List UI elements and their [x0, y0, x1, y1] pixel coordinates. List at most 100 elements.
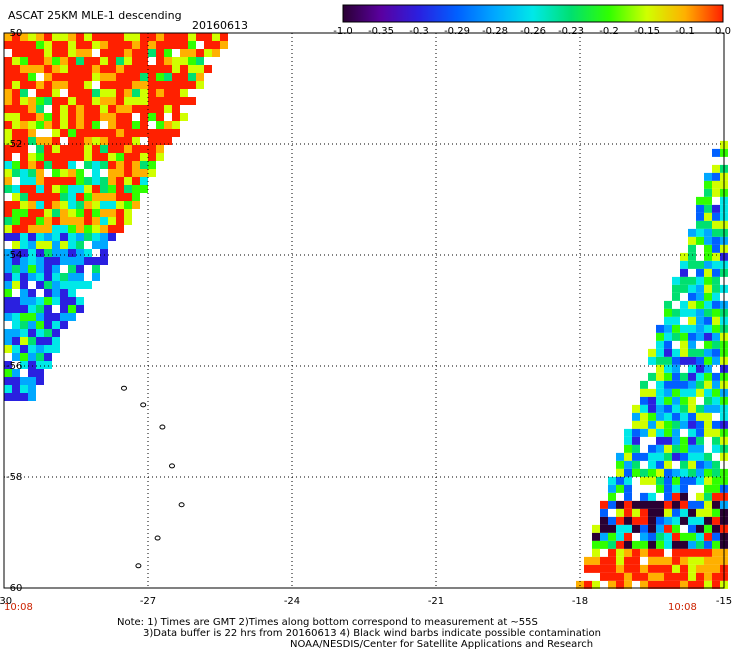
west-swath-cell	[4, 161, 12, 169]
west-swath-cell	[44, 41, 52, 49]
west-swath-cell	[164, 105, 172, 113]
east-swath-cell	[704, 540, 712, 549]
east-swath-cell	[624, 532, 632, 541]
east-swath-cell	[608, 532, 616, 541]
west-swath-cell	[84, 185, 92, 193]
west-swath-cell	[68, 153, 76, 161]
east-swath-cell	[664, 356, 672, 365]
west-swath-cell	[156, 41, 164, 49]
east-swath-cell	[616, 500, 624, 509]
west-swath-cell	[68, 273, 76, 281]
west-swath-cell	[68, 281, 76, 289]
west-swath-cell	[156, 129, 164, 137]
colorbar-tick-label: -0.26	[520, 26, 546, 37]
east-swath-cell	[648, 532, 656, 541]
east-swath-cell	[648, 476, 656, 485]
east-swath-cell	[680, 556, 688, 565]
east-swath-cell	[680, 300, 688, 309]
west-swath-cell	[52, 113, 60, 121]
west-swath-cell	[52, 177, 60, 185]
east-swath-cell	[632, 500, 640, 509]
west-swath-cell	[188, 41, 196, 49]
east-swath-cell	[680, 436, 688, 445]
east-swath-cell	[704, 292, 712, 301]
west-swath-cell	[4, 89, 12, 97]
west-swath-cell	[44, 225, 52, 233]
west-swath-cell	[52, 249, 60, 257]
west-swath-cell	[84, 233, 92, 241]
west-swath-cell	[76, 153, 84, 161]
east-swath-cell	[696, 460, 704, 469]
east-swath-cell	[592, 540, 600, 549]
west-swath-cell	[196, 57, 204, 65]
colorbar-tick-label: -0.35	[368, 26, 394, 37]
west-swath-cell	[28, 209, 36, 217]
colorbar-strip	[342, 4, 724, 23]
west-swath-cell	[132, 57, 140, 65]
east-swath-cell	[664, 492, 672, 501]
west-swath-cell	[36, 313, 44, 321]
west-swath-cell	[12, 225, 20, 233]
west-swath-cell	[28, 361, 36, 369]
x-tick-label: -27	[140, 596, 156, 607]
east-swath-cell	[656, 476, 664, 485]
west-swath-cell	[140, 113, 148, 121]
west-swath-cell	[180, 97, 188, 105]
east-swath-cell	[712, 500, 720, 509]
east-swath-cell	[680, 412, 688, 421]
east-swath-cell	[632, 572, 640, 581]
east-swath-cell	[664, 372, 672, 381]
west-swath-cell	[172, 41, 180, 49]
west-swath-cell	[148, 105, 156, 113]
east-swath-cell	[704, 180, 712, 189]
east-swath-cell	[688, 500, 696, 509]
east-swath-cell	[688, 364, 696, 373]
west-swath-cell	[140, 73, 148, 81]
west-swath-cell	[92, 241, 100, 249]
west-swath-cell	[4, 57, 12, 65]
east-swath-cell	[712, 180, 720, 189]
west-swath-cell	[12, 73, 20, 81]
east-swath-cell	[712, 380, 720, 389]
west-swath-cell	[28, 241, 36, 249]
east-swath-cell	[680, 476, 688, 485]
east-swath-cell	[648, 516, 656, 525]
west-swath-cell	[108, 145, 116, 153]
east-swath-cell	[672, 348, 680, 357]
west-swath-cell	[28, 49, 36, 57]
west-swath-cell	[44, 33, 52, 41]
east-swath-cell	[648, 548, 656, 557]
west-swath-cell	[92, 145, 100, 153]
east-swath-cell	[712, 580, 720, 589]
west-swath-cell	[44, 233, 52, 241]
west-swath-cell	[20, 121, 28, 129]
west-swath-cell	[20, 169, 28, 177]
east-swath-cell	[584, 580, 592, 589]
west-swath-cell	[28, 33, 36, 41]
east-swath-cell	[664, 340, 672, 349]
east-swath-cell	[712, 484, 720, 493]
west-swath-cell	[20, 129, 28, 137]
west-swath-cell	[4, 97, 12, 105]
west-swath-cell	[60, 185, 68, 193]
east-swath-cell	[680, 356, 688, 365]
east-swath-cell	[688, 228, 696, 237]
west-swath-cell	[36, 105, 44, 113]
east-swath-cell	[712, 548, 720, 557]
east-swath-cell	[608, 548, 616, 557]
west-swath-cell	[116, 33, 124, 41]
east-swath-cell	[712, 516, 720, 525]
east-swath-cell	[672, 508, 680, 517]
west-swath-cell	[36, 169, 44, 177]
west-swath-cell	[52, 225, 60, 233]
west-swath-cell	[116, 185, 124, 193]
west-swath-cell	[44, 345, 52, 353]
east-swath-cell	[712, 348, 720, 357]
east-swath-cell	[664, 556, 672, 565]
west-swath-cell	[20, 305, 28, 313]
west-swath-cell	[44, 305, 52, 313]
west-swath-cell	[36, 65, 44, 73]
west-swath-cell	[76, 97, 84, 105]
west-swath-cell	[68, 201, 76, 209]
west-swath-cell	[52, 345, 60, 353]
